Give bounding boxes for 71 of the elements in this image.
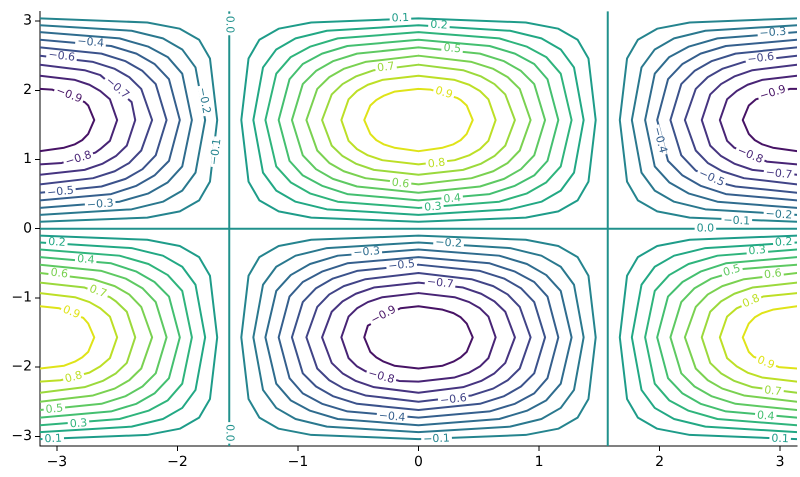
annotation: 0.8 (427, 156, 446, 170)
annotation: 0.4 (442, 191, 462, 206)
annotation: −0.4 (378, 408, 406, 424)
annotation: 0.3 (748, 243, 766, 258)
annotation: −0.8 (735, 144, 766, 166)
annotation: −0.4 (76, 34, 105, 50)
x-tick-label: 2 (655, 454, 664, 470)
x-tick-label: −2 (167, 454, 188, 470)
annotation: −0.8 (64, 148, 94, 168)
annotation: 0.7 (763, 383, 782, 398)
annotation: −0.6 (439, 390, 468, 408)
y-tick-label: −3 (11, 428, 32, 444)
annotation: −0.2 (196, 86, 214, 115)
annotation: 0.9 (61, 302, 82, 322)
y-tick-label: 3 (23, 12, 32, 29)
annotation: 0.7 (88, 282, 109, 300)
annotation: 0.4 (76, 252, 96, 266)
annotation: 0.3 (69, 416, 88, 430)
annotation: −0.8 (366, 366, 396, 386)
x-tick-label: 3 (776, 454, 785, 470)
annotation: −0.9 (54, 84, 84, 106)
annotation: −0.7 (103, 74, 132, 102)
annotation: −0.5 (696, 166, 727, 189)
annotation: −0.1 (422, 431, 450, 446)
annotation: 0.2 (430, 18, 448, 32)
annotation: 0.1 (391, 10, 410, 25)
annotation: 0.9 (434, 84, 454, 102)
annotation: −0.9 (758, 82, 788, 103)
x-tick-label: 1 (534, 454, 544, 470)
annotation: 0.0 (223, 424, 236, 442)
annotation: −0.7 (765, 165, 793, 182)
annotation: 0.5 (721, 262, 742, 280)
annotation: −0.9 (368, 302, 398, 327)
annotation: 0.4 (756, 408, 775, 423)
annotation: 0.2 (774, 234, 793, 249)
annotation: 0.6 (50, 266, 69, 281)
annotation: −0.3 (352, 244, 380, 260)
x-tick-label: −3 (46, 454, 68, 470)
annotation: 0.7 (376, 59, 396, 74)
annotation: −0.5 (46, 184, 74, 200)
annotation: 0.5 (45, 401, 64, 416)
annotation: 0.2 (48, 234, 66, 249)
x-tick-label: −1 (288, 454, 308, 470)
annotation: 0.1 (44, 432, 62, 446)
annotation: −0.3 (759, 24, 787, 40)
annotation: 0.6 (763, 266, 782, 282)
annotation: 0.8 (740, 291, 762, 310)
x-tick-label: 0 (414, 454, 423, 470)
annotation: 0.9 (755, 353, 776, 372)
annotation: 0.0 (696, 222, 714, 235)
annotation: −0.1 (207, 138, 224, 166)
y-tick-label: −1 (11, 290, 32, 306)
annotation: 0.3 (424, 199, 442, 214)
y-tick-label: 1 (23, 151, 32, 168)
annotation: 0.8 (63, 368, 84, 386)
annotation: −0.4 (650, 125, 670, 155)
annotation: −0.2 (434, 235, 462, 250)
annotation: 0.6 (391, 176, 410, 191)
y-tick-label: 0 (23, 220, 32, 236)
annotation: −0.5 (388, 256, 416, 273)
annotation: 0.0 (223, 16, 236, 34)
annotation: −0.6 (746, 50, 775, 66)
annotation: −0.2 (765, 206, 793, 222)
annotation: 0.1 (771, 432, 790, 446)
annotation: 0.5 (442, 40, 462, 56)
y-tick-label: 2 (23, 82, 32, 98)
annotation: −0.1 (723, 213, 750, 228)
annotation: −0.3 (86, 196, 114, 212)
annotation: −0.6 (48, 48, 76, 64)
y-tick-label: −2 (11, 358, 32, 375)
annotation: −0.7 (426, 274, 454, 291)
